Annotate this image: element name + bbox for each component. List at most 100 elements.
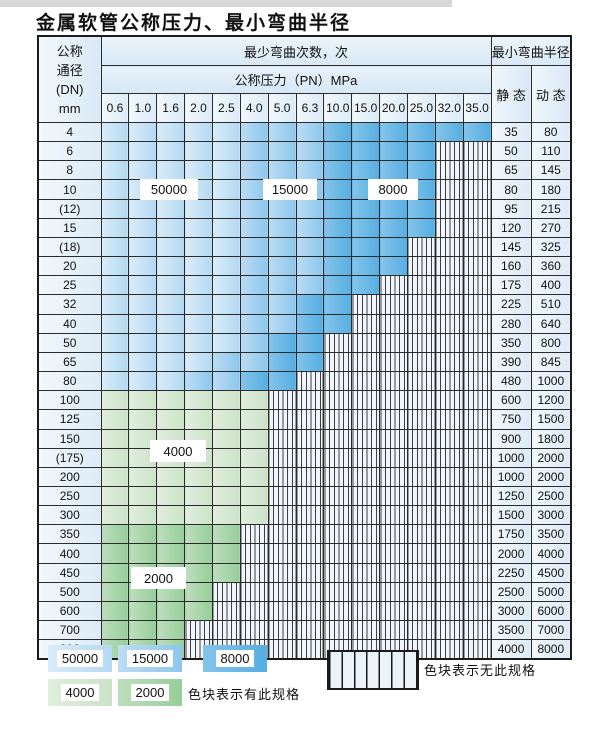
cell-spec-8000 — [295, 351, 325, 373]
cell-spec-50000 — [100, 217, 130, 238]
pressure-column-header: 25.0 — [406, 93, 436, 123]
cell-spec-50000 — [128, 313, 158, 334]
cell-no-spec — [434, 371, 464, 392]
cell-spec-2000 — [156, 543, 186, 564]
table-row: 400 2000 4000 — [37, 543, 572, 564]
cell-spec-8000 — [267, 371, 297, 392]
cell-spec-15000 — [239, 351, 269, 373]
cell-spec-4000 — [211, 505, 241, 526]
table-row: 250 1250 2500 — [37, 485, 572, 507]
cell-no-spec — [379, 505, 408, 526]
dn-cell: 10 — [37, 179, 102, 200]
cell-spec-8000 — [295, 313, 325, 334]
legend-has-spec-note: 色块表示有此规格 — [188, 687, 301, 702]
cell-no-spec — [295, 581, 325, 602]
table-row: (12) 95 215 — [37, 198, 572, 219]
dynamic-radius-cell: 800 — [530, 332, 572, 353]
pressure-column-header: 35.0 — [462, 93, 492, 123]
cell-spec-8000 — [323, 179, 353, 200]
cell-no-spec — [406, 409, 436, 430]
static-radius-cell: 1000 — [490, 466, 532, 487]
cell-no-spec — [295, 390, 325, 411]
cell-spec-50000 — [156, 160, 186, 181]
cell-spec-50000 — [100, 141, 130, 162]
static-radius-cell: 160 — [490, 256, 532, 277]
cell-no-spec — [379, 581, 408, 602]
cell-no-spec — [434, 485, 464, 507]
cell-spec-50000 — [184, 351, 213, 373]
dn-cell: (175) — [37, 447, 102, 468]
cell-spec-15000 — [211, 371, 241, 392]
cell-spec-2000 — [211, 562, 241, 583]
dynamic-radius-cell: 1500 — [530, 409, 572, 430]
cell-spec-15000 — [267, 294, 297, 315]
cell-spec-50000 — [156, 332, 186, 353]
static-radius-cell: 120 — [490, 217, 532, 238]
cell-spec-15000 — [267, 256, 297, 277]
cell-spec-8000 — [323, 313, 353, 334]
table-row: 4 35 80 — [37, 121, 572, 143]
header-row-1: 公称 通径 (DN) mm 最少弯曲次数，次 最小弯曲半径 — [37, 35, 572, 123]
cell-spec-50000 — [184, 121, 213, 143]
cell-spec-50000 — [184, 236, 213, 258]
cell-no-spec — [379, 332, 408, 353]
zone-label-4000: 4000 — [150, 440, 206, 462]
cell-no-spec — [379, 543, 408, 564]
cell-no-spec — [462, 543, 492, 564]
cell-no-spec — [462, 581, 492, 602]
table-body: 4 35 80 6 50 110 8 65 145 10 80 180 (12) 95 215 15 120 27… — [37, 121, 572, 660]
cell-spec-4000 — [184, 409, 213, 430]
cell-no-spec — [462, 351, 492, 373]
cell-spec-8000 — [323, 236, 353, 258]
table-row: 700 3500 7000 — [37, 620, 572, 641]
dn-cell: 150 — [37, 428, 102, 449]
cell-spec-50000 — [211, 160, 241, 181]
cell-no-spec — [267, 524, 297, 545]
cell-no-spec — [406, 562, 436, 583]
pressure-column-header: 6.3 — [295, 93, 325, 123]
cell-no-spec — [211, 581, 241, 602]
cell-spec-50000 — [211, 313, 241, 334]
cell-spec-50000 — [184, 294, 213, 315]
cell-spec-50000 — [211, 236, 241, 258]
cell-no-spec — [406, 428, 436, 449]
cell-spec-50000 — [128, 294, 158, 315]
cell-spec-8000 — [267, 351, 297, 373]
cell-spec-8000 — [351, 141, 381, 162]
table-row: (18) 145 325 — [37, 236, 572, 258]
cell-spec-50000 — [100, 179, 130, 200]
cell-no-spec — [379, 524, 408, 545]
cell-no-spec — [267, 543, 297, 564]
cell-spec-15000 — [295, 236, 325, 258]
cell-spec-15000 — [239, 141, 269, 162]
cell-spec-4000 — [184, 390, 213, 411]
cell-no-spec — [434, 466, 464, 487]
cell-spec-50000 — [100, 121, 130, 143]
cell-spec-4000 — [156, 505, 186, 526]
cell-no-spec — [434, 639, 464, 660]
cell-spec-15000 — [267, 313, 297, 334]
dynamic-radius-cell: 110 — [530, 141, 572, 162]
cell-spec-8000 — [379, 256, 408, 277]
dn-cell: 125 — [37, 409, 102, 430]
cell-spec-50000 — [100, 313, 130, 334]
cell-spec-15000 — [295, 141, 325, 162]
table-row: 125 750 1500 — [37, 409, 572, 430]
zone-label-50000: 50000 — [140, 179, 198, 200]
static-radius-header: 静 态 — [490, 65, 532, 123]
cell-no-spec — [267, 639, 297, 660]
dn-cell: 6 — [37, 141, 102, 162]
cell-no-spec — [323, 524, 353, 545]
cell-no-spec — [351, 409, 381, 430]
cell-no-spec — [434, 313, 464, 334]
cell-no-spec — [462, 466, 492, 487]
zone-label-15000: 15000 — [263, 179, 317, 200]
dynamic-radius-cell: 80 — [530, 121, 572, 143]
cell-spec-4000 — [239, 428, 269, 449]
dynamic-radius-cell: 845 — [530, 351, 572, 373]
dn-cell: 700 — [37, 620, 102, 641]
cell-no-spec — [462, 236, 492, 258]
static-radius-cell: 3000 — [490, 600, 532, 622]
cell-spec-50000 — [128, 198, 158, 219]
